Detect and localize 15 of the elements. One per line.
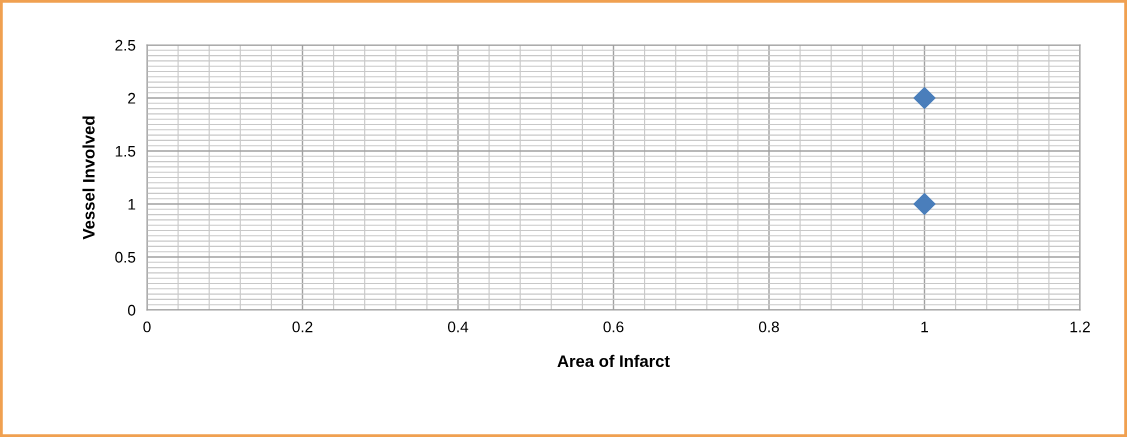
- x-tick-label: 0.8: [758, 321, 779, 333]
- y-tick-label: 1.5: [115, 146, 136, 157]
- y-tick-label: 2.5: [115, 39, 136, 51]
- x-tick-label: 1.2: [1070, 321, 1090, 333]
- y-tick-label: 0.5: [115, 251, 136, 263]
- x-axis-title: Area of Infarct: [557, 354, 670, 368]
- y-tick-label: 1: [128, 199, 136, 210]
- x-tick-label: 0.2: [292, 321, 313, 333]
- x-tick-label: 0.6: [603, 321, 624, 333]
- y-tick-label: 2: [128, 92, 136, 104]
- x-tick-label: 1: [921, 321, 928, 333]
- y-axis-title: Vessel Involved: [82, 116, 95, 240]
- x-tick-label: 0.4: [447, 321, 469, 333]
- y-tick-label: 0: [127, 304, 136, 316]
- x-tick-label: 0: [143, 321, 151, 333]
